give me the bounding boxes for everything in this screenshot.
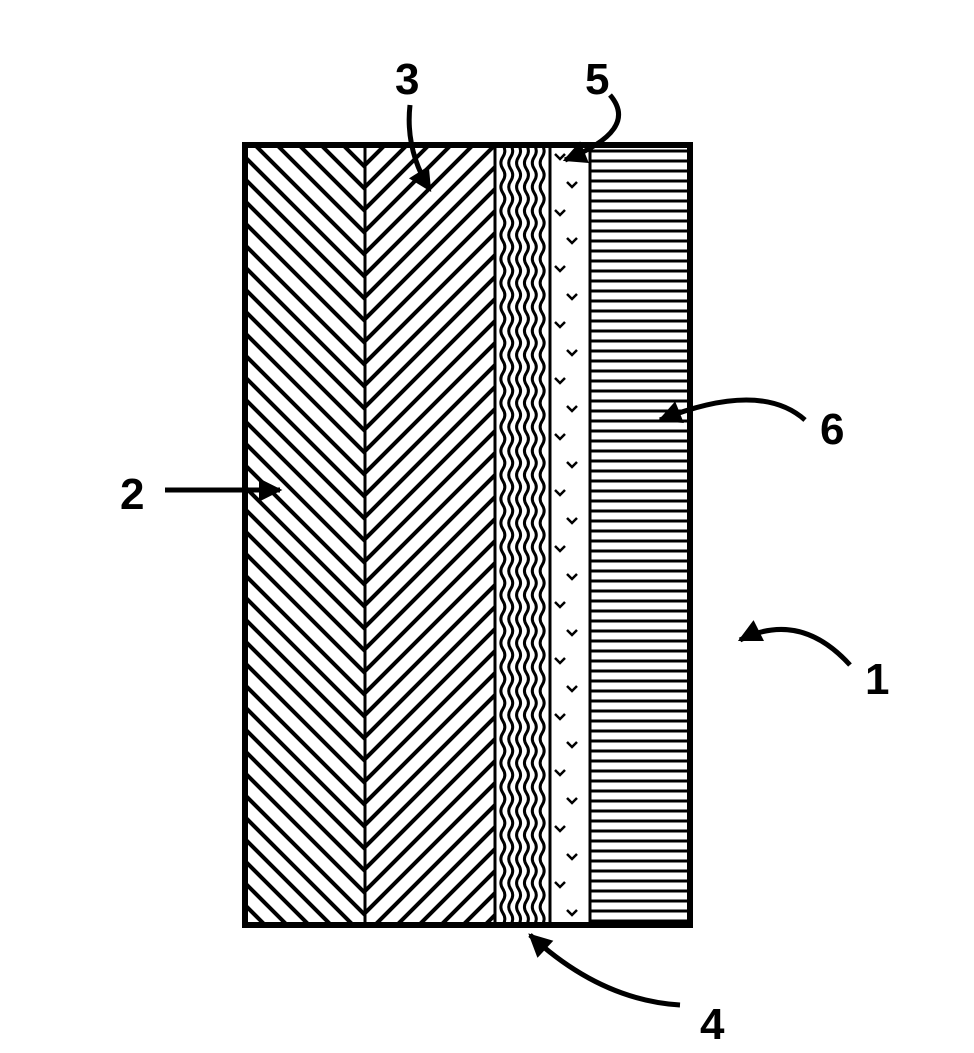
label-2: 2 [120, 470, 144, 520]
label-3: 3 [395, 55, 419, 105]
label-1: 1 [865, 655, 889, 705]
diagram-stage: 2 3 5 6 1 4 [0, 0, 974, 1053]
diagram-svg [0, 0, 974, 1053]
label-4: 4 [700, 1000, 724, 1050]
label-5: 5 [585, 55, 609, 105]
label-6: 6 [820, 405, 844, 455]
